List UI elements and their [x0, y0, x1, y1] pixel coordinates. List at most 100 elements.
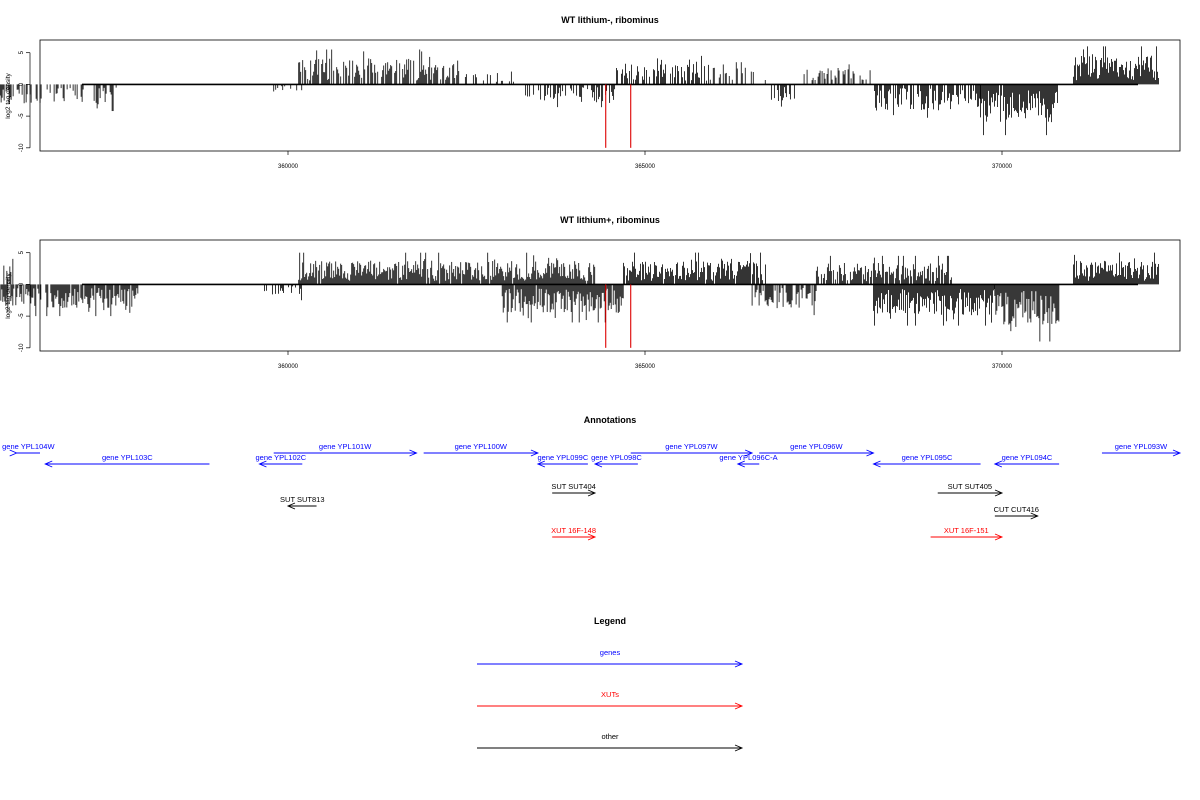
arrow-head — [734, 744, 744, 752]
annotation-feature: gene YPL093W — [1101, 442, 1182, 457]
legend-item: genes — [477, 648, 744, 668]
x-tick-label: 365000 — [635, 364, 656, 370]
annotation-feature: XUT 16F-148 — [551, 526, 597, 541]
arrow-head — [744, 449, 754, 457]
legend-label: genes — [600, 648, 621, 657]
y-tick-label: 5 — [19, 50, 25, 54]
legend-item: XUTs — [477, 690, 744, 710]
y-tick-label: -10 — [19, 143, 25, 152]
y-tick-label: -10 — [19, 343, 25, 352]
annotation-feature: gene YPL101W — [273, 442, 418, 457]
annotation-feature: CUT CUT416 — [994, 505, 1039, 520]
arrow-head — [734, 702, 744, 710]
feature-label: XUT 16F-148 — [551, 526, 596, 535]
x-axis: 360000 365000 370000 — [278, 351, 1013, 370]
arrow-head — [44, 460, 53, 468]
annotation-feature: SUT SUT813 — [280, 495, 325, 510]
legend-label: XUTs — [601, 690, 619, 699]
track-panel-lithium-plus: WT lithium+, ribominus log2 tag density … — [0, 215, 1181, 370]
arrow-head — [587, 533, 597, 541]
arrow-head — [993, 460, 1003, 468]
arrow-head — [593, 460, 603, 468]
arrow-head — [994, 533, 1004, 541]
y-axis: -10 -5 0 5 — [19, 50, 31, 152]
plot-frame — [39, 239, 1181, 352]
annotation-feature: XUT 16F-151 — [930, 526, 1004, 541]
x-tick-label: 370000 — [992, 364, 1013, 370]
y-tick-label: 0 — [19, 82, 25, 86]
track-panel-lithium-minus: WT lithium-, ribominus log2 tag density … — [0, 15, 1181, 170]
legend: Legend genes XUTs other — [477, 616, 744, 752]
feature-label: gene YPL095C — [902, 453, 953, 462]
x-tick-label: 360000 — [278, 364, 299, 370]
arrow-head — [9, 449, 18, 457]
arrow-head — [286, 502, 296, 510]
x-axis: 360000 365000 370000 — [278, 151, 1013, 170]
x-tick-label: 365000 — [635, 164, 656, 170]
arrow-head — [734, 660, 744, 668]
feature-label: gene YPL096W — [790, 442, 843, 451]
feature-label: CUT CUT416 — [994, 505, 1039, 514]
annotation-feature: gene YPL094C — [993, 453, 1060, 468]
annotation-feature: gene YPL100W — [423, 442, 540, 457]
y-tick-label: 0 — [19, 282, 25, 286]
arrow-head — [1172, 449, 1182, 457]
annotation-feature: gene YPL103C — [44, 453, 210, 468]
feature-label: gene YPL100W — [455, 442, 508, 451]
y-tick-label: 5 — [19, 250, 25, 254]
arrow-head — [258, 460, 267, 468]
arrow-head — [587, 489, 597, 497]
feature-label: gene YPL099C — [538, 453, 589, 462]
track-title: WT lithium+, ribominus — [560, 215, 660, 225]
legend-items: genes XUTs other — [477, 648, 744, 752]
annotation-feature: SUT SUT404 — [551, 482, 597, 497]
bar-series — [0, 46, 1159, 148]
y-axis-label: log2 tag density — [5, 72, 12, 118]
annotation-feature: gene YPL097W — [630, 442, 754, 457]
feature-label: gene YPL103C — [102, 453, 153, 462]
annotations-title: Annotations — [584, 415, 637, 425]
arrow-head — [994, 489, 1004, 497]
annotation-feature: SUT SUT405 — [937, 482, 1004, 497]
y-axis-label: log2 tag density — [5, 272, 12, 318]
arrow-head — [872, 460, 881, 468]
y-tick-label: -5 — [19, 313, 25, 319]
x-tick-label: 370000 — [992, 164, 1013, 170]
annotation-feature: gene YPL099C — [536, 453, 589, 468]
legend-item: other — [477, 732, 744, 752]
feature-label: gene YPL097W — [665, 442, 718, 451]
arrow-head — [536, 460, 546, 468]
feature-label: XUT 16F-151 — [944, 526, 989, 535]
track-title: WT lithium-, ribominus — [561, 15, 659, 25]
y-axis: -10 -5 0 5 — [19, 250, 31, 352]
annotation-feature: gene YPL096C-A — [719, 453, 778, 468]
feature-label: SUT SUT404 — [551, 482, 595, 491]
feature-label: gene YPL101W — [319, 442, 372, 451]
feature-label: gene YPL098C — [591, 453, 642, 462]
arrow-head — [866, 449, 875, 457]
arrow-head — [409, 449, 418, 457]
feature-label: gene YPL104W — [2, 442, 55, 451]
x-tick-label: 360000 — [278, 164, 299, 170]
feature-label: gene YPL096C-A — [719, 453, 777, 462]
feature-label: SUT SUT405 — [948, 482, 992, 491]
annotation-feature: gene YPL102C — [255, 453, 307, 468]
feature-label: gene YPL093W — [1115, 442, 1168, 451]
annotation-features: gene YPL104W gene YPL103C gene YPL102C gene… — [2, 442, 1182, 541]
feature-label: gene YPL094C — [1002, 453, 1053, 462]
annotation-feature: gene YPL104W — [2, 442, 55, 457]
arrow-head — [530, 449, 540, 457]
bar-series — [0, 252, 1159, 348]
feature-label: gene YPL102C — [255, 453, 306, 462]
feature-label: SUT SUT813 — [280, 495, 324, 504]
y-tick-label: -5 — [19, 113, 25, 119]
arrow-head — [736, 460, 745, 468]
annotation-feature: gene YPL098C — [591, 453, 642, 468]
annotation-feature: gene YPL096W — [759, 442, 875, 457]
legend-label: other — [601, 732, 619, 741]
legend-title: Legend — [594, 616, 626, 626]
arrow-head — [1030, 512, 1039, 520]
annotation-feature: gene YPL095C — [872, 453, 981, 468]
